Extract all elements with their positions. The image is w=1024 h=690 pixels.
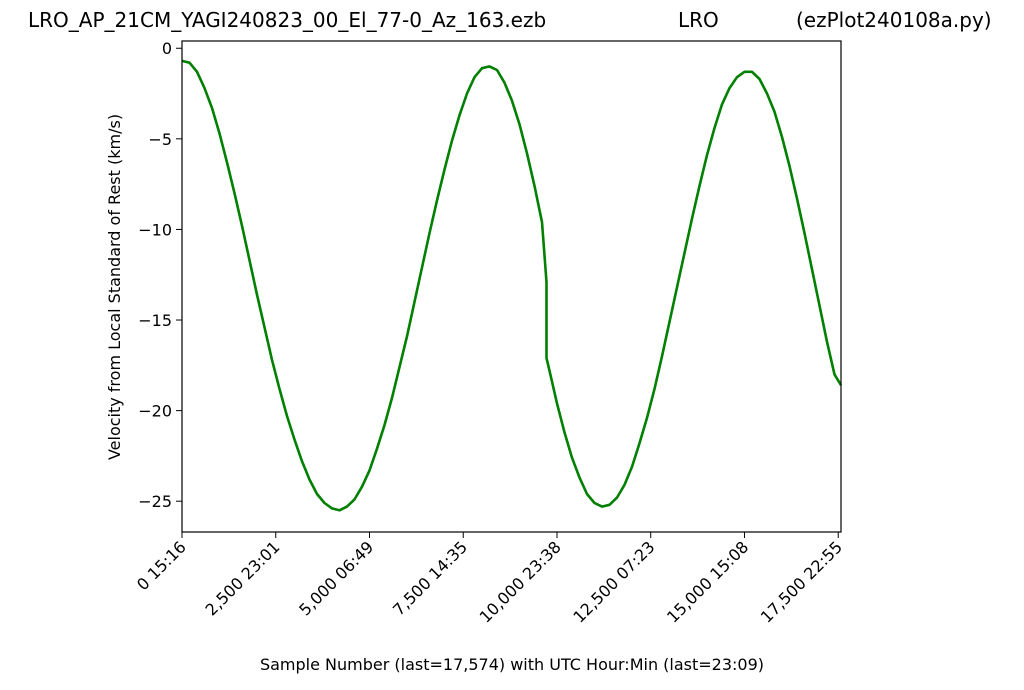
y-tick-label: −20 [138, 402, 172, 421]
chart-title-script: (ezPlot240108a.py) [796, 8, 992, 32]
velocity-series-line [181, 59, 843, 512]
y-axis-label: Velocity from Local Standard of Rest (km… [105, 114, 124, 460]
x-axis-label: Sample Number (last=17,574) with UTC Hou… [260, 655, 764, 674]
x-tick-label: 17,500 22:55 [757, 537, 846, 626]
x-tick-label: 15,000 15:08 [663, 537, 752, 626]
chart-title-filename: LRO_AP_21CM_YAGI240823_00_El_77-0_Az_163… [28, 8, 547, 32]
x-tick-label: 5,000 06:49 [295, 537, 377, 619]
y-tick-label: −25 [138, 492, 172, 511]
x-tick-label: 7,500 14:35 [389, 537, 471, 619]
y-tick-label: 0 [162, 39, 172, 58]
chart-title-station: LRO [678, 8, 719, 32]
x-tick-label: 10,000 23:38 [476, 537, 565, 626]
x-tick-label: 12,500 07:23 [569, 537, 658, 626]
y-tick-label: −15 [138, 311, 172, 330]
x-tick-label: 0 15:16 [133, 537, 190, 594]
x-tick-label: 2,500 23:01 [202, 537, 284, 619]
y-tick-label: −10 [138, 220, 172, 239]
plot-frame [181, 40, 842, 533]
y-tick-label: −5 [148, 130, 172, 149]
